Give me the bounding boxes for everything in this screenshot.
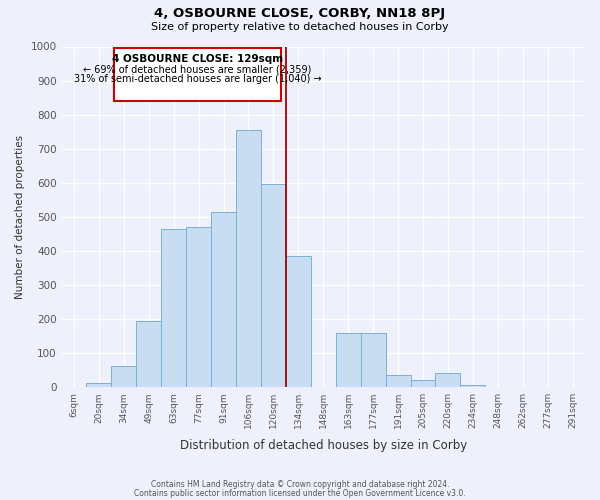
Bar xyxy=(136,320,161,387)
X-axis label: Distribution of detached houses by size in Corby: Distribution of detached houses by size … xyxy=(179,440,467,452)
Text: Contains public sector information licensed under the Open Government Licence v3: Contains public sector information licen… xyxy=(134,488,466,498)
Bar xyxy=(112,366,136,387)
Bar xyxy=(211,212,236,387)
Bar xyxy=(361,332,386,387)
Bar xyxy=(186,227,211,387)
Bar xyxy=(86,383,112,387)
FancyBboxPatch shape xyxy=(114,48,281,101)
Bar xyxy=(386,375,410,387)
Bar xyxy=(161,228,186,387)
Bar xyxy=(410,380,436,387)
Text: ← 69% of detached houses are smaller (2,359): ← 69% of detached houses are smaller (2,… xyxy=(83,64,311,74)
Y-axis label: Number of detached properties: Number of detached properties xyxy=(15,135,25,299)
Bar xyxy=(236,130,261,387)
Bar xyxy=(261,184,286,387)
Text: 4 OSBOURNE CLOSE: 129sqm: 4 OSBOURNE CLOSE: 129sqm xyxy=(112,54,283,64)
Text: 4, OSBOURNE CLOSE, CORBY, NN18 8PJ: 4, OSBOURNE CLOSE, CORBY, NN18 8PJ xyxy=(154,8,446,20)
Bar xyxy=(460,386,485,387)
Text: 31% of semi-detached houses are larger (1,040) →: 31% of semi-detached houses are larger (… xyxy=(74,74,321,84)
Bar xyxy=(286,256,311,387)
Text: Contains HM Land Registry data © Crown copyright and database right 2024.: Contains HM Land Registry data © Crown c… xyxy=(151,480,449,489)
Text: Size of property relative to detached houses in Corby: Size of property relative to detached ho… xyxy=(151,22,449,32)
Bar xyxy=(436,373,460,387)
Bar xyxy=(336,332,361,387)
